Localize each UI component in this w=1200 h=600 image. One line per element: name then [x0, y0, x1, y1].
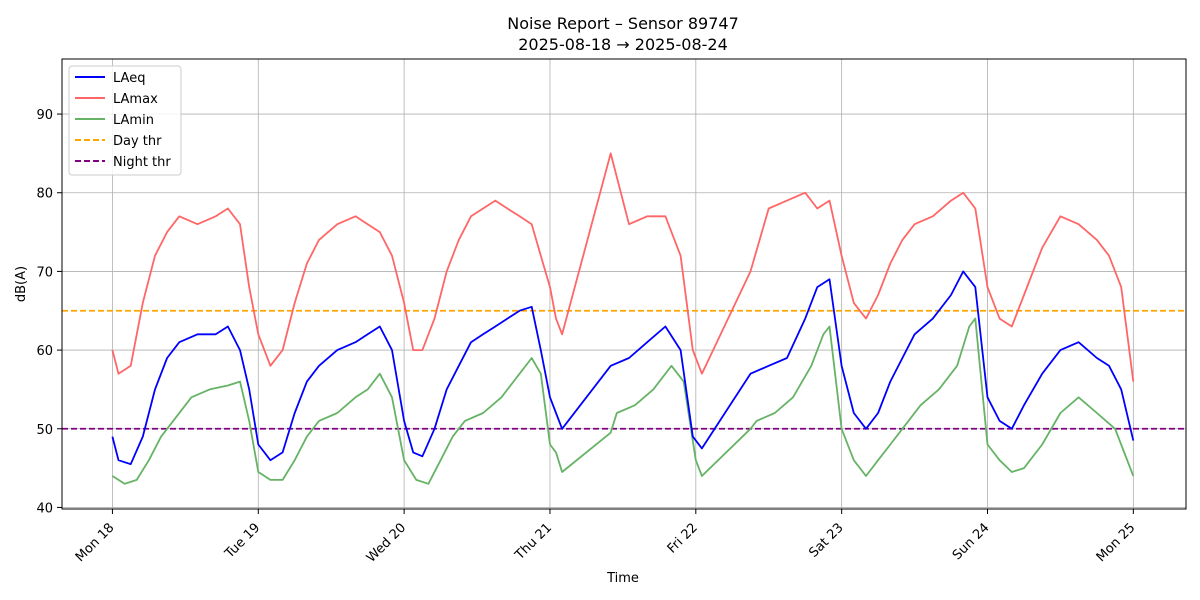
legend-label: LAeq	[113, 71, 145, 86]
plot-frame	[61, 58, 1187, 510]
y-tick-label: 80	[36, 187, 53, 202]
series-line-laeq	[111, 270, 1135, 466]
legend-label: LAmin	[113, 113, 154, 128]
threshold-lines	[62, 309, 1186, 430]
legend-label: Day thr	[113, 134, 162, 149]
y-tick-label: 50	[36, 423, 53, 438]
legend: LAeq LAmax LAmin Day thr Night thr	[68, 65, 182, 176]
series-line-lamax	[111, 152, 1135, 382]
y-axis-title: dB(A)	[14, 266, 29, 302]
y-tick-label: 70	[36, 265, 53, 280]
legend-label: Night thr	[113, 155, 171, 170]
y-tick-label: 40	[36, 501, 53, 516]
y-axis-ticks: 40 50 60 70 80 90	[36, 108, 62, 516]
chart-title: Noise Report – Sensor 89747	[507, 14, 739, 33]
legend-box	[68, 65, 182, 176]
legend-label: LAmax	[113, 92, 158, 107]
chart-subtitle: 2025-08-18 → 2025-08-24	[518, 35, 728, 54]
y-tick-label: 90	[36, 108, 53, 123]
series-lines	[111, 152, 1135, 485]
x-axis-title: Time	[606, 571, 639, 586]
y-tick-label: 60	[36, 344, 53, 359]
series-line-lamin	[111, 317, 1135, 485]
